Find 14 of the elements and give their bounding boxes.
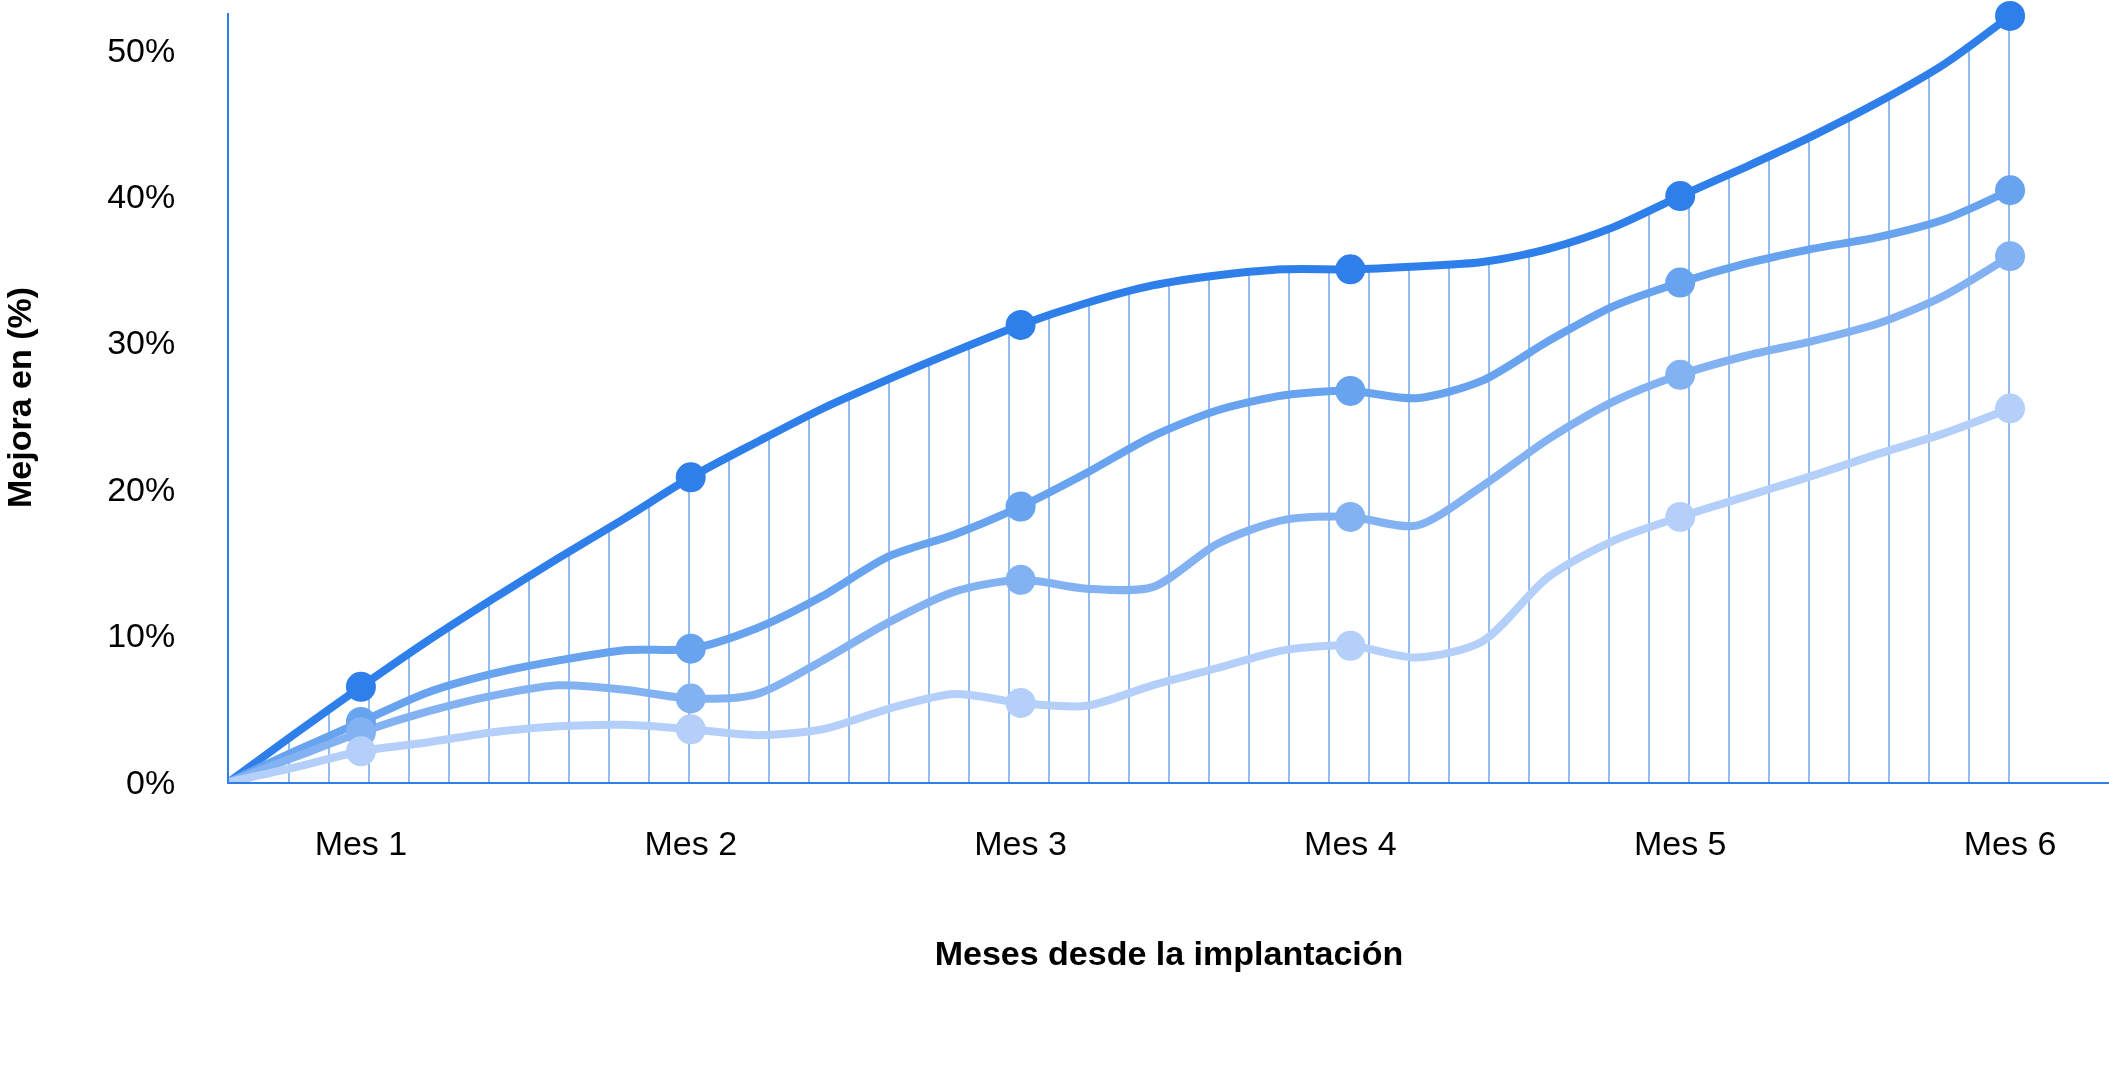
x-tick-label: Mes 3 xyxy=(974,823,1067,862)
x-tick-label: Mes 6 xyxy=(1963,823,2057,862)
y-axis-title: Mejora en (%) xyxy=(0,286,38,509)
y-tick-label: 30% xyxy=(107,323,176,362)
y-tick-label: 50% xyxy=(107,30,176,69)
y-tick-label: 10% xyxy=(107,616,176,655)
y-tick-label: 20% xyxy=(107,469,176,508)
x-axis-title: Meses desde la implantación xyxy=(934,933,1404,972)
x-tick-label: Mes 1 xyxy=(314,823,408,862)
x-tick-label: Mes 5 xyxy=(1633,823,1727,862)
y-tick-label: 0% xyxy=(126,762,176,801)
x-tick-label: Mes 2 xyxy=(644,823,738,862)
y-tick-label: 40% xyxy=(107,177,176,215)
x-tick-label: Mes 4 xyxy=(1304,823,1397,862)
